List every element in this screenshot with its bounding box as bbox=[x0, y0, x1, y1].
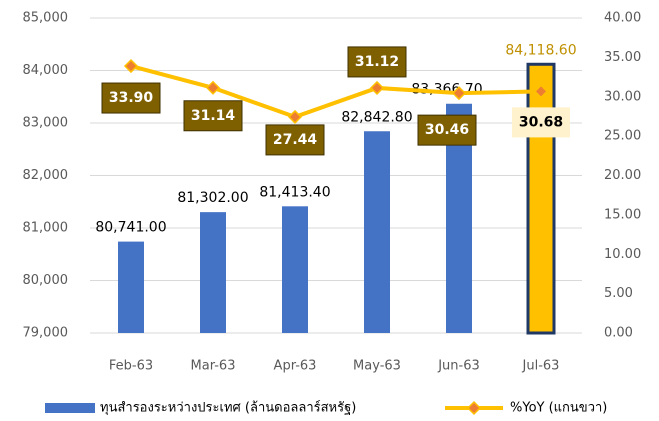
y2-tick-label: 5.00 bbox=[604, 286, 633, 301]
y2-tick-label: 35.00 bbox=[604, 50, 641, 65]
line-marker bbox=[287, 109, 303, 124]
bar bbox=[118, 241, 144, 333]
bar-value-label: 80,741.00 bbox=[95, 220, 166, 236]
y2-tick-label: 30.00 bbox=[604, 89, 641, 104]
bar-value-label: 82,842.80 bbox=[341, 109, 412, 125]
line-marker bbox=[205, 80, 221, 95]
line bbox=[130, 64, 542, 120]
y2-tick-label: 15.00 bbox=[604, 207, 641, 222]
line-marker bbox=[451, 86, 467, 101]
legend-swatch bbox=[45, 403, 95, 413]
line-value-label: 30.46 bbox=[425, 122, 469, 138]
value-label-box bbox=[417, 114, 477, 146]
y-tick-label: 81,000 bbox=[23, 221, 69, 236]
line-value-label: 31.14 bbox=[191, 108, 236, 124]
x-tick-label: Apr-63 bbox=[274, 359, 317, 374]
line-marker bbox=[369, 80, 385, 95]
value-label-box bbox=[347, 46, 407, 78]
line-value-label: 31.12 bbox=[355, 54, 399, 70]
legend-marker bbox=[466, 400, 482, 416]
y2-tick-label: 0.00 bbox=[604, 326, 633, 341]
bar bbox=[364, 131, 390, 333]
y-tick-label: 79,000 bbox=[23, 326, 69, 341]
y2-tick-label: 40.00 bbox=[604, 11, 641, 26]
x-tick-label: Jul-63 bbox=[522, 359, 560, 374]
x-tick-label: Mar-63 bbox=[191, 359, 236, 374]
line-value-label: 27.44 bbox=[273, 132, 318, 148]
y2-tick-label: 20.00 bbox=[604, 168, 641, 183]
y-tick-label: 85,000 bbox=[23, 11, 69, 26]
bar bbox=[200, 212, 226, 333]
value-label-box bbox=[183, 100, 243, 132]
x-tick-label: May-63 bbox=[353, 359, 401, 374]
line-marker bbox=[123, 58, 139, 74]
y2-tick-label: 25.00 bbox=[604, 129, 641, 144]
value-label-box bbox=[512, 107, 570, 138]
legend-label: ทุนสำรองระหว่างประเทศ (ล้านดอลลาร์สหรัฐ) bbox=[100, 400, 356, 416]
line-marker bbox=[533, 84, 549, 99]
bar-value-label: 84,118.60 bbox=[505, 42, 576, 58]
line-value-label: 30.68 bbox=[519, 114, 563, 130]
y2-tick-label: 10.00 bbox=[604, 247, 641, 262]
y-tick-label: 82,000 bbox=[23, 168, 69, 183]
line-value-label: 33.90 bbox=[109, 90, 154, 106]
bar-value-label: 81,413.40 bbox=[259, 184, 330, 200]
legend-label: %YoY (แกนขวา) bbox=[510, 401, 607, 416]
y-tick-label: 80,000 bbox=[23, 273, 69, 288]
y-tick-label: 83,000 bbox=[23, 116, 69, 131]
y-tick-label: 84,000 bbox=[23, 63, 69, 78]
value-label-box bbox=[265, 124, 325, 156]
x-tick-label: Feb-63 bbox=[109, 359, 153, 374]
bar bbox=[526, 62, 556, 335]
x-tick-label: Jun-63 bbox=[437, 359, 480, 374]
bar bbox=[282, 206, 308, 333]
bar-value-label: 81,302.00 bbox=[177, 190, 248, 206]
value-label-box bbox=[101, 82, 161, 114]
